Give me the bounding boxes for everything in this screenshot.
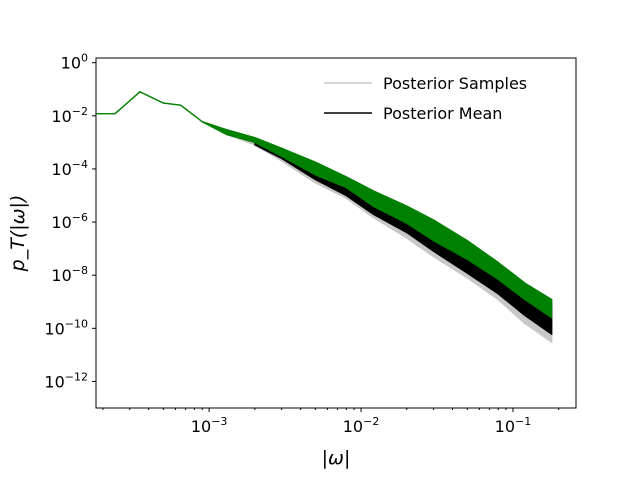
y-tick-minus10-base: 10 [44, 319, 64, 338]
plot-area [95, 91, 553, 343]
y-tick-minus6-label: 10−6 [51, 211, 88, 232]
legend: Posterior Samples Posterior Mean [324, 74, 527, 123]
y-tick-minus2-exponent: −2 [72, 105, 88, 118]
x-tick-minus1-label: 10−1 [495, 415, 532, 436]
y-tick-minus6-exponent: −6 [72, 211, 88, 224]
y-tick-minus10-exponent: −10 [65, 317, 88, 330]
y-tick-minus12-exponent: −12 [65, 370, 88, 383]
y-tick-minus8-base: 10 [51, 266, 71, 285]
series-band-trace-2 [95, 91, 553, 319]
y-tick-minus4-label: 10−4 [51, 158, 88, 179]
x-tick-minus2-exponent: −2 [363, 415, 379, 428]
y-tick-minus10-label: 10−10 [44, 317, 88, 338]
axis-ticks: 10−3 10−2 10−110010−210−410−610−810−1010−1… [44, 52, 560, 436]
x-tick-minus2-label: 10−2 [343, 415, 380, 436]
y-tick-minus2-label: 10−2 [51, 105, 88, 126]
x-tick-minus1-base: 10 [495, 417, 515, 436]
y-tick-minus4-exponent: −4 [72, 158, 88, 171]
y-tick-minus2-base: 10 [51, 107, 71, 126]
y-tick-minus4-base: 10 [51, 160, 71, 179]
legend-label-posterior-samples: Posterior Samples [383, 74, 527, 93]
x-tick-minus2-base: 10 [343, 417, 363, 436]
axes-frame [95, 57, 577, 409]
y-tick-minus8-exponent: −8 [72, 264, 88, 277]
y-tick-minus12-base: 10 [44, 372, 64, 391]
x-tick-minus3-label: 10−3 [191, 415, 228, 436]
y-tick-0-exponent: 0 [81, 52, 88, 65]
y-tick-minus12-label: 10−12 [44, 370, 88, 391]
x-tick-minus3-base: 10 [191, 417, 211, 436]
y-tick-0-base: 10 [61, 54, 81, 73]
x-tick-minus3-exponent: −3 [211, 415, 227, 428]
y-axis-label: p_T(|ω|) [7, 195, 29, 273]
y-tick-0-label: 100 [61, 52, 88, 73]
legend-label-posterior-mean: Posterior Mean [383, 104, 502, 123]
y-tick-minus8-label: 10−8 [51, 264, 88, 285]
x-axis-label: |ω| [322, 447, 351, 469]
x-tick-minus1-exponent: −1 [515, 415, 531, 428]
y-tick-minus6-base: 10 [51, 213, 71, 232]
y-axis-label-group: p_T(|ω|) [7, 195, 29, 273]
